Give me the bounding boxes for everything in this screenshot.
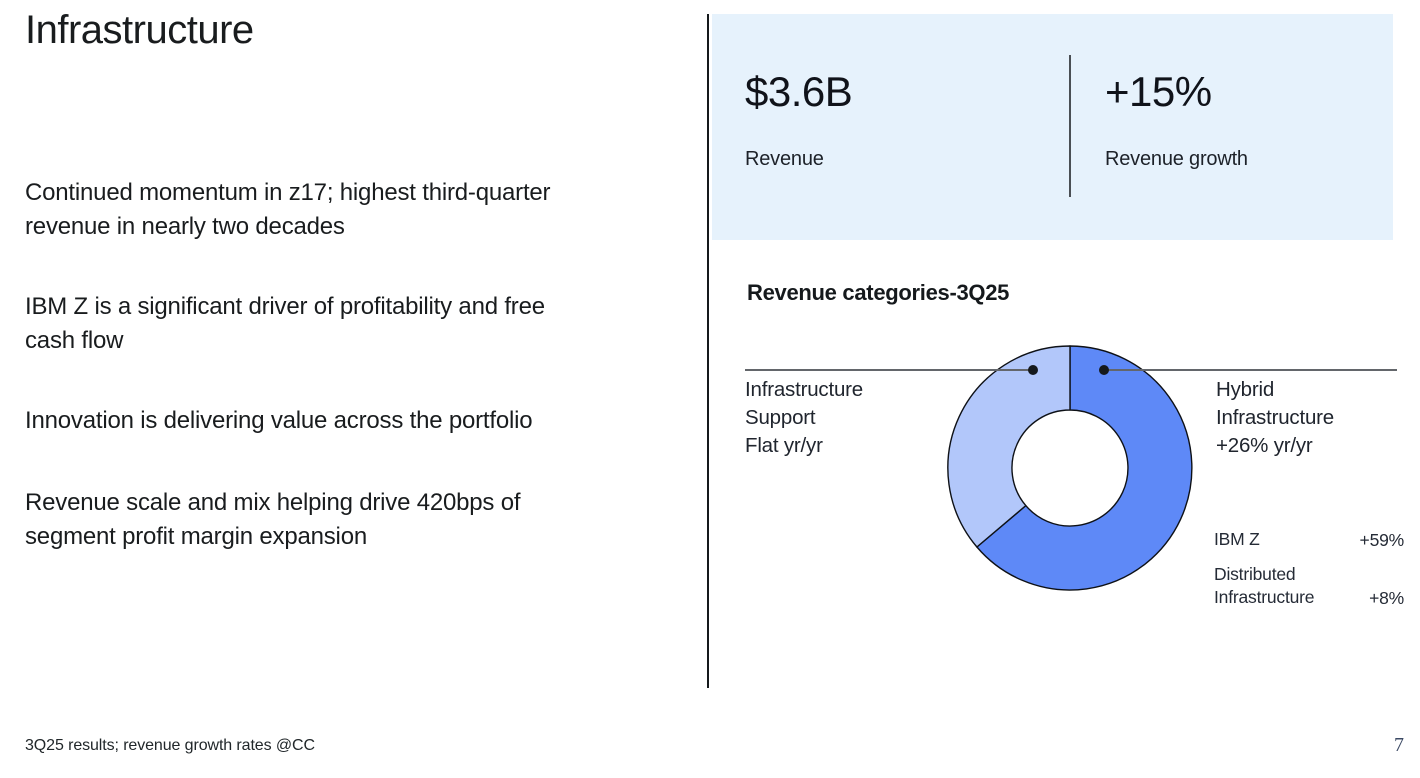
revenue-label: Revenue — [745, 148, 824, 170]
bullet-line: Innovation is delivering value across th… — [25, 407, 533, 434]
sub-item-name: IBM Z — [1214, 529, 1260, 549]
page-title: Infrastructure — [25, 8, 254, 52]
revenue-value: $3.6B — [745, 68, 853, 115]
bullet-line: segment profit margin expansion — [25, 523, 367, 550]
page-number: 7 — [1394, 734, 1404, 756]
bullet-line: Revenue scale and mix helping drive 420b… — [25, 489, 521, 516]
growth-value: +15% — [1105, 68, 1212, 115]
label-line: Infrastructure — [1216, 406, 1334, 429]
bullet-line: cash flow — [25, 327, 124, 354]
sub-item-ibm-z: IBM Z +59% — [1214, 528, 1404, 551]
stat-divider — [1069, 55, 1071, 197]
bullet-line: IBM Z is a significant driver of profita… — [25, 293, 545, 320]
donut-segment-hybrid-infrastructure — [976, 345, 1193, 591]
sub-item-distributed-infrastructure: Distributed Infrastructure +8% — [1214, 563, 1404, 609]
bullet-innovation: Innovation is delivering value across th… — [25, 404, 675, 438]
bullet-ibm-z: IBM Z is a significant driver of profita… — [25, 290, 675, 358]
label-line: Support — [745, 406, 816, 429]
footer-note: 3Q25 results; revenue growth rates @CC — [25, 737, 315, 754]
sub-item-name: Distributed Infrastructure — [1214, 564, 1315, 607]
donut-segment-infrastructure-support — [947, 345, 1071, 548]
callout-line-left — [745, 369, 1033, 371]
callout-line-right — [1104, 369, 1397, 371]
sub-item-value: +8% — [1369, 588, 1404, 608]
bullet-momentum: Continued momentum in z17; highest third… — [25, 176, 675, 244]
label-infrastructure-support: Infrastructure Support Flat yr/yr — [745, 376, 863, 460]
label-line: +26% yr/yr — [1216, 434, 1313, 457]
donut-chart — [947, 345, 1193, 591]
column-divider — [707, 14, 709, 688]
label-line: Hybrid — [1216, 378, 1275, 401]
stat-panel — [712, 14, 1393, 240]
bullet-line: revenue in nearly two decades — [25, 213, 345, 240]
bullet-line: Continued momentum in z17; highest third… — [25, 179, 551, 206]
bullet-margin: Revenue scale and mix helping drive 420b… — [25, 486, 675, 554]
label-hybrid-infrastructure: Hybrid Infrastructure +26% yr/yr — [1216, 376, 1334, 460]
sub-item-value: +59% — [1359, 530, 1405, 550]
callout-dot-hybrid — [1099, 365, 1109, 375]
label-line: Flat yr/yr — [745, 434, 823, 457]
growth-label: Revenue growth — [1105, 148, 1248, 170]
chart-title: Revenue categories-3Q25 — [747, 280, 1010, 305]
label-line: Infrastructure — [745, 378, 863, 401]
callout-dot-support — [1028, 365, 1038, 375]
